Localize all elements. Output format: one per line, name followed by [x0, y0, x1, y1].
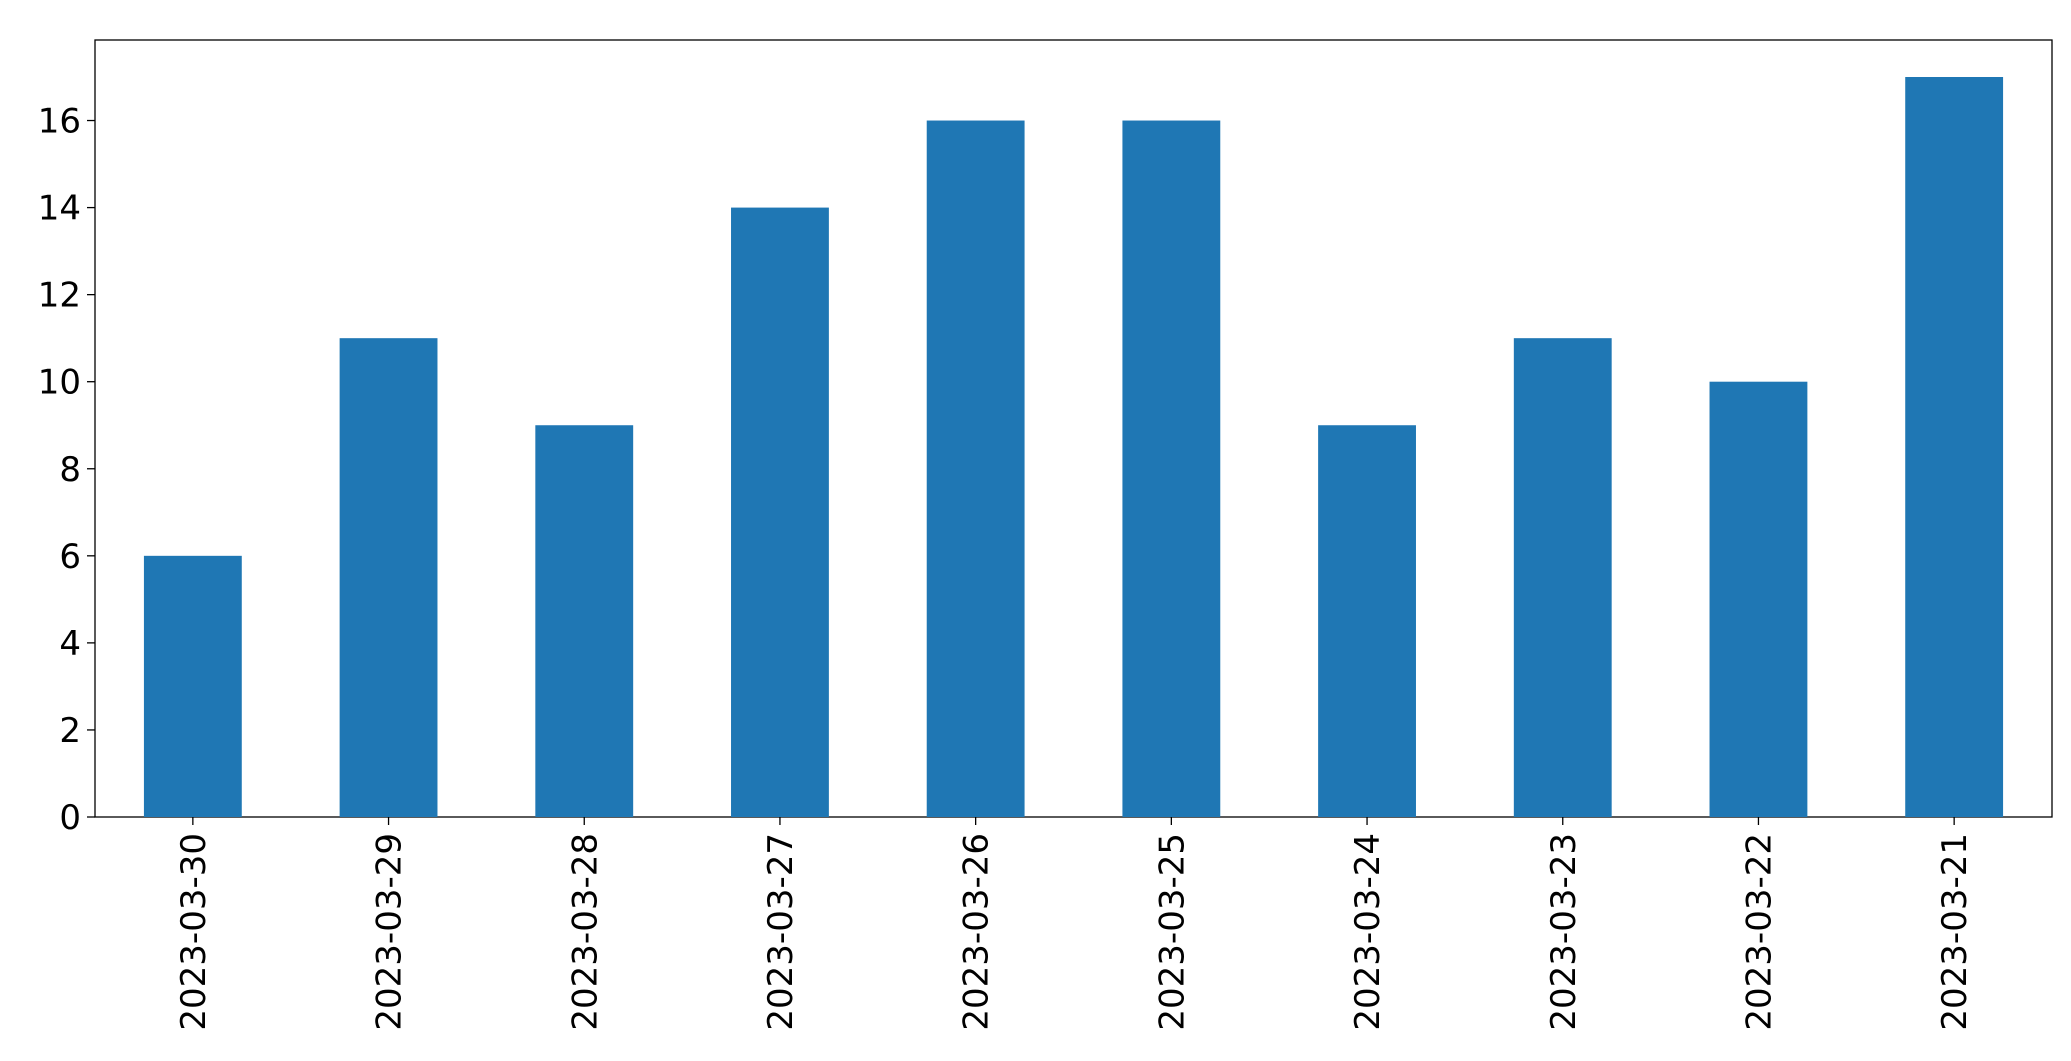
bar [535, 425, 634, 817]
y-tick-label: 4 [59, 624, 81, 664]
bar [143, 555, 242, 817]
plot-frame [94, 39, 2053, 818]
x-tick-label: 2023-03-24 [1348, 833, 1388, 1031]
x-tick-label: 2023-03-21 [1935, 833, 1975, 1031]
bar [1318, 425, 1416, 817]
x-tick-label: 2023-03-29 [370, 833, 410, 1031]
bar [926, 120, 1025, 817]
bar [731, 207, 829, 817]
x-tick-label: 2023-03-27 [761, 833, 801, 1031]
x-tick-label: 2023-03-22 [1739, 833, 1779, 1031]
y-tick-label: 12 [38, 276, 81, 316]
y-tick-label: 8 [59, 450, 81, 490]
x-tick-label: 2023-03-23 [1544, 833, 1584, 1031]
bar [1709, 381, 1808, 817]
y-tick-label: 0 [59, 798, 81, 838]
bar [1513, 338, 1612, 817]
x-tick-label: 2023-03-28 [565, 833, 605, 1031]
bar [339, 338, 438, 817]
bar [1905, 77, 2004, 817]
y-tick-label: 6 [59, 537, 81, 577]
x-tick-label: 2023-03-26 [957, 833, 997, 1031]
y-tick-label: 10 [38, 363, 81, 403]
y-tick-label: 2 [59, 711, 81, 751]
bar [1122, 120, 1221, 817]
y-tick-label: 14 [38, 189, 81, 229]
x-tick-label: 2023-03-30 [174, 833, 214, 1031]
y-tick-label: 16 [38, 102, 81, 142]
x-tick-label: 2023-03-25 [1152, 833, 1192, 1031]
